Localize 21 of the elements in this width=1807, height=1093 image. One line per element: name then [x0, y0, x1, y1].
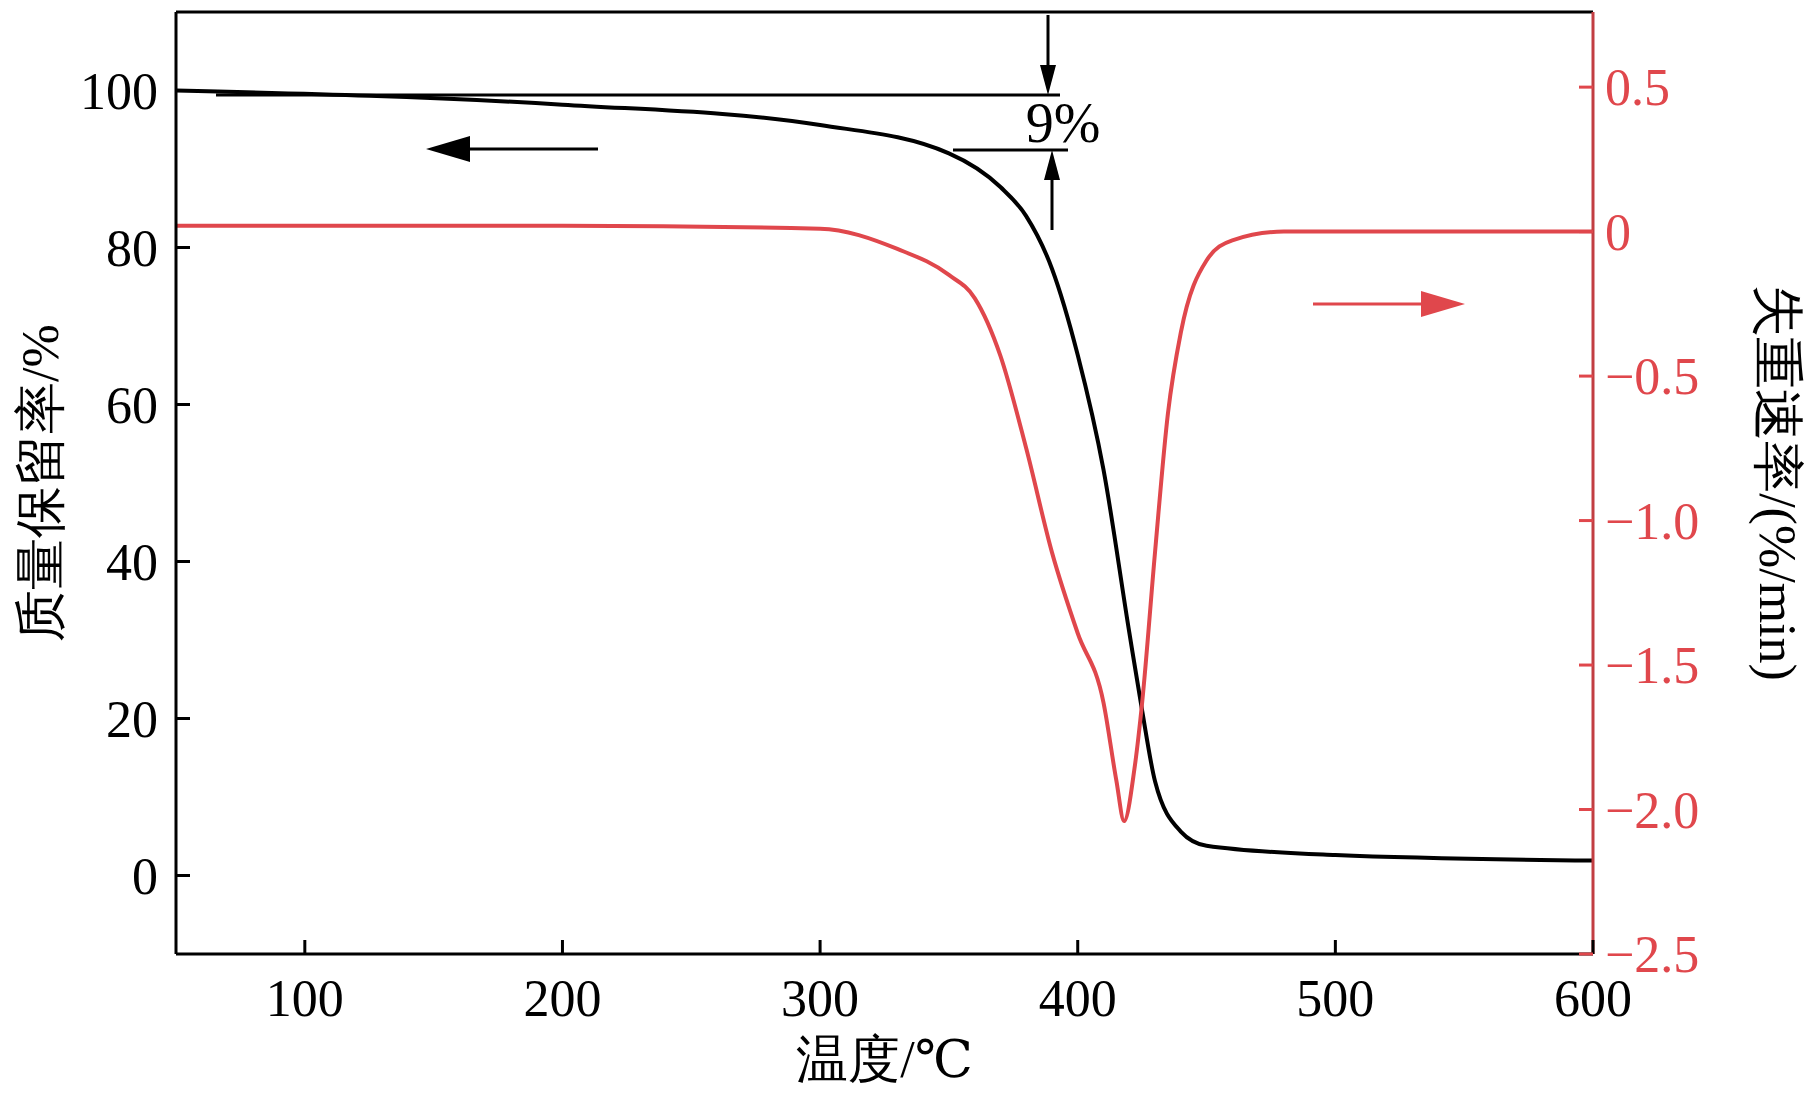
y2-tick-label: −1.5: [1605, 637, 1700, 695]
x-tick-label: 300: [781, 970, 860, 1027]
y-tick-label: 80: [106, 219, 158, 277]
annotation: 9%: [1025, 92, 1101, 154]
y2-tick-label: 0: [1605, 203, 1631, 261]
y-tick-label: 60: [106, 376, 158, 434]
y-axis-title: 质量保留率/%: [12, 324, 69, 642]
x-tick-label: 100: [265, 970, 344, 1027]
y2-tick-label: −0.5: [1605, 348, 1700, 406]
y2-tick-label: −2.0: [1605, 781, 1700, 839]
y2-tick-label: −1.0: [1605, 492, 1700, 550]
x-tick-label: 500: [1296, 970, 1375, 1027]
y2-tick-label: 0.5: [1605, 59, 1670, 117]
y-tick-label: 40: [106, 533, 158, 591]
y2-axis-title: 失重速率/(%/min): [1748, 285, 1806, 681]
x-tick-label: 200: [523, 970, 602, 1027]
y-tick-label: 100: [80, 62, 158, 120]
x-axis-title: 温度/℃: [796, 1031, 973, 1088]
y-tick-label: 0: [132, 847, 158, 905]
y-tick-label: 20: [106, 690, 158, 748]
x-tick-label: 400: [1038, 970, 1117, 1027]
